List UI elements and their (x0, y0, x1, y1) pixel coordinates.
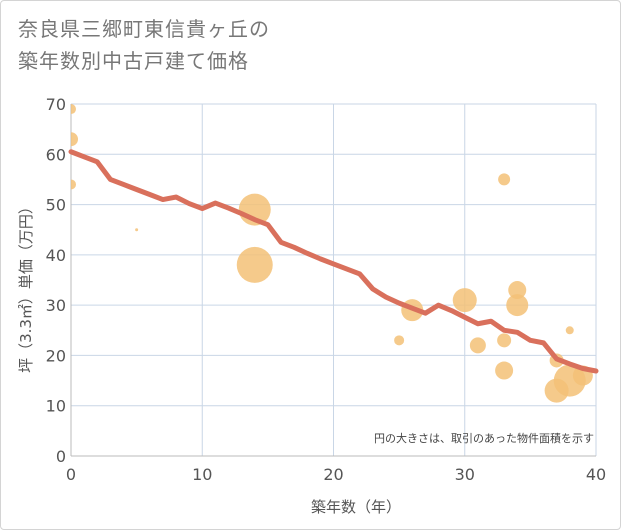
x-tick-label: 0 (66, 465, 76, 484)
x-tick-label: 20 (323, 465, 343, 484)
data-bubble (506, 294, 529, 317)
data-bubble (497, 333, 512, 348)
chart-title-line2: 築年数別中古戸建て価格 (18, 49, 249, 73)
data-bubble (71, 179, 76, 190)
y-tick-label: 40 (46, 246, 66, 265)
y-tick-label: 10 (46, 397, 66, 416)
chart-note: 円の大きさは、取引のあった物件面積を示す (374, 431, 594, 445)
data-bubble (452, 288, 477, 313)
data-bubble (71, 132, 78, 147)
data-bubble (394, 335, 405, 346)
chart-title-line1: 奈良県三郷町東信貴ヶ丘の (18, 17, 270, 41)
x-axis-label: 築年数（年） (311, 498, 401, 516)
data-bubble (71, 104, 76, 115)
grid-lines (71, 103, 597, 456)
y-tick-label: 0 (56, 447, 66, 466)
y-tick-label: 20 (46, 346, 66, 365)
y-tick-label: 60 (46, 145, 66, 164)
x-tick-label: 30 (455, 465, 475, 484)
bubbles (71, 104, 593, 403)
data-bubble (469, 337, 486, 354)
y-tick-label: 50 (46, 196, 66, 215)
trend-line (68, 149, 599, 374)
chart-title: 奈良県三郷町東信貴ヶ丘の 築年数別中古戸建て価格 (18, 13, 270, 77)
x-tick-label: 10 (192, 465, 212, 484)
trend-line-group (68, 149, 599, 374)
y-tick-label: 70 (46, 95, 66, 114)
data-bubble (508, 281, 527, 300)
data-bubble (495, 361, 514, 380)
axes (70, 104, 596, 457)
data-bubble (565, 326, 574, 335)
y-tick-label: 30 (46, 296, 66, 315)
data-bubble (498, 173, 511, 186)
data-bubble (135, 228, 139, 232)
data-bubble (236, 246, 273, 283)
x-tick-label: 40 (586, 465, 606, 484)
y-axis-label: 坪（3.3㎡）単価（万円） (17, 199, 35, 373)
tick-labels: 0 10 20 30 40 0 10 20 30 40 50 60 70 (46, 95, 607, 484)
